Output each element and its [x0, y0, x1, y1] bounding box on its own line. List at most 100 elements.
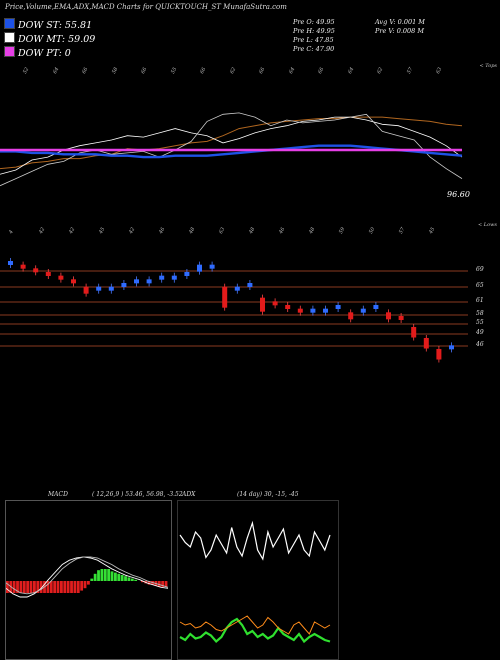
macd-hist-24	[87, 581, 90, 585]
price-bar-26	[335, 305, 341, 309]
stat-pre-volume: Pre V: 0.008 M	[375, 27, 425, 35]
macd-hist-46	[161, 581, 165, 587]
macd-hist-10	[39, 581, 43, 593]
macd-hist-6	[26, 581, 30, 593]
macd-hist-33	[117, 573, 121, 581]
price-level-label-0: 69	[476, 266, 484, 273]
macd-hist-19	[70, 581, 73, 593]
price-bar-8	[108, 286, 114, 291]
macd-hist-23	[83, 581, 87, 589]
macd-hist-2	[12, 581, 16, 593]
macd-hist-14	[53, 581, 57, 593]
macd-hist-29	[103, 569, 107, 581]
price-bar-0	[8, 261, 13, 265]
ema-series-1	[0, 116, 463, 175]
ema-series-0	[0, 116, 463, 170]
price-bar-10	[134, 279, 139, 284]
macd-line	[5, 556, 169, 598]
macd-params: ( 12,26,9 ) 53.46, 56.98, -3.52	[92, 491, 183, 498]
price-level-label-2: 61	[476, 297, 484, 304]
macd-hist-5	[22, 581, 26, 593]
legend-swatch-dow-st	[4, 18, 15, 29]
price-bar-9	[121, 283, 127, 287]
macd-hist-4	[19, 581, 23, 593]
price-bar-6	[83, 286, 89, 294]
macd-hist-15	[56, 581, 60, 593]
macd-panel-frame	[5, 500, 172, 660]
legend-swatch-dow-pt	[4, 46, 15, 57]
lows-note: < Lows	[478, 222, 497, 228]
macd-hist-38	[134, 579, 138, 581]
macd-hist-0	[6, 581, 9, 593]
adx-series-0	[179, 520, 331, 561]
price-bar-11	[146, 279, 152, 284]
ema-series-3	[0, 144, 463, 159]
macd-hist-32	[114, 572, 117, 581]
macd-hist-12	[46, 581, 50, 593]
price-bar-35	[449, 345, 454, 350]
adx-panel-frame	[177, 500, 339, 660]
price-level-label-4: 55	[476, 319, 484, 326]
stat-pre-close: Pre C: 47.90	[293, 45, 335, 53]
price-bar-18	[234, 286, 240, 291]
legend-label-dow-st: DOW ST: 55.81	[18, 20, 93, 31]
stat-pre-high: Pre H: 49.95	[293, 27, 335, 35]
macd-hist-21	[76, 581, 80, 593]
price-bar-25	[323, 308, 328, 313]
legend-dow-mt: DOW MT: 59.09	[4, 32, 96, 45]
stat-pre-open: Pre O: 49.95	[293, 18, 335, 26]
macd-hist-30	[107, 569, 111, 581]
price-bar-2	[33, 268, 39, 273]
price-level-label-3: 58	[476, 310, 484, 317]
price-bar-22	[285, 305, 291, 309]
macd-hist-13	[49, 581, 53, 593]
macd-hist-37	[130, 578, 134, 581]
macd-title: MACD	[48, 491, 68, 498]
price-level-label-5: 49	[476, 329, 484, 336]
price-bar-1	[20, 264, 26, 269]
price-bar-27	[348, 312, 354, 320]
price-bar-19	[247, 283, 253, 287]
price-bar-14	[184, 272, 190, 276]
price-bar-23	[297, 308, 303, 313]
macd-hist-3	[16, 581, 19, 593]
macd-hist-26	[93, 573, 97, 581]
stat-avg-volume: Avg V: 0.001 M	[375, 18, 425, 26]
price-bar-28	[360, 308, 366, 313]
macd-hist-22	[80, 581, 84, 591]
macd-hist-35	[124, 576, 127, 581]
price-bar-34	[436, 349, 442, 360]
macd-hist-34	[120, 575, 124, 581]
last-price-label: 96.60	[447, 190, 470, 199]
price-bar-20	[260, 297, 265, 312]
legend-label-dow-mt: DOW MT: 59.09	[18, 34, 96, 45]
legend-dow-st: DOW ST: 55.81	[4, 18, 93, 31]
price-level-label-6: 46	[476, 341, 484, 348]
adx-title: ADX	[182, 491, 196, 498]
macd-hist-47	[164, 581, 168, 587]
macd-hist-27	[97, 570, 100, 581]
macd-signal-line	[5, 556, 169, 595]
macd-hist-9	[36, 581, 40, 593]
macd-hist-17	[63, 581, 67, 593]
price-bar-24	[310, 308, 316, 313]
macd-hist-8	[33, 581, 36, 593]
price-bar-15	[197, 264, 202, 272]
adx-series-2	[179, 615, 331, 635]
macd-hist-42	[147, 581, 151, 585]
price-bar-30	[386, 312, 391, 320]
macd-hist-20	[73, 581, 77, 593]
price-bar-5	[71, 279, 76, 284]
macd-hist-45	[157, 581, 161, 587]
price-bar-4	[58, 275, 64, 280]
price-bar-17	[222, 286, 228, 308]
price-bar-32	[411, 327, 417, 338]
stat-pre-low: Pre L: 47.85	[293, 36, 334, 44]
tops-note: < Tops	[479, 63, 497, 69]
price-bar-33	[423, 338, 429, 349]
price-bar-3	[45, 272, 51, 276]
legend-swatch-dow-mt	[4, 32, 15, 43]
price-bar-12	[159, 275, 165, 280]
price-bar-21	[272, 301, 278, 306]
